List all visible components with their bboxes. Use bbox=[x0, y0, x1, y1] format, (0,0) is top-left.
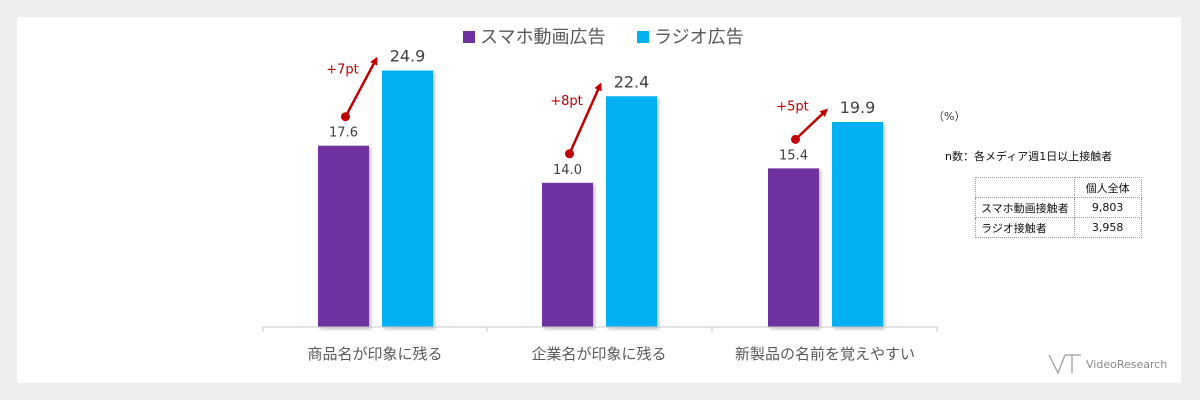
table-row-label: スマホ動画接触者 bbox=[975, 197, 1075, 218]
difference-label: +7pt bbox=[326, 63, 359, 78]
legend: スマホ動画広告 ラジオ広告 bbox=[463, 27, 744, 48]
category-label: 企業名が印象に残る bbox=[531, 345, 666, 363]
data-label: 15.4 bbox=[779, 148, 808, 163]
data-label: 22.4 bbox=[614, 72, 650, 91]
sample-size-note: n数：各メディア週1日以上接触者 bbox=[945, 150, 1113, 163]
difference-label: +5pt bbox=[776, 100, 809, 115]
logo-text: VideoResearch bbox=[1086, 357, 1168, 371]
bar bbox=[318, 145, 369, 327]
difference-arrow bbox=[794, 108, 828, 141]
video-research-logo-mark bbox=[1048, 354, 1081, 375]
category-label: 新製品の名前を覚えやすい bbox=[735, 345, 915, 363]
legend-swatch bbox=[637, 31, 649, 43]
table-row: スマホ動画接触者 9,803 bbox=[975, 197, 1142, 218]
bar bbox=[768, 168, 819, 327]
bar bbox=[382, 70, 433, 327]
bar bbox=[542, 182, 593, 327]
table-header-row: 個人全体 bbox=[975, 177, 1142, 198]
data-label: 17.6 bbox=[329, 126, 358, 141]
legend-swatch bbox=[463, 31, 475, 43]
difference-arrow bbox=[568, 82, 602, 155]
table-corner-cell bbox=[975, 177, 1075, 198]
legend-label: スマホ動画広告 bbox=[480, 27, 605, 48]
table-header-cell: 個人全体 bbox=[1073, 177, 1142, 198]
data-label: 14.0 bbox=[553, 163, 582, 178]
sample-size-table: 個人全体 スマホ動画接触者 9,803 ラジオ接触者 3,958 bbox=[975, 177, 1142, 238]
table-row: ラジオ接触者 3,958 bbox=[975, 217, 1142, 238]
difference-arrow bbox=[344, 56, 378, 118]
category-label: 商品名が印象に残る bbox=[307, 345, 442, 363]
data-label: 19.9 bbox=[840, 98, 876, 117]
table-row-value: 3,958 bbox=[1073, 217, 1142, 238]
difference-label: +8pt bbox=[550, 94, 583, 109]
bar bbox=[606, 96, 657, 327]
legend-label: ラジオ広告 bbox=[654, 27, 744, 48]
bar bbox=[832, 122, 883, 327]
unit-label: （%） bbox=[933, 110, 966, 123]
video-research-logo: VideoResearch bbox=[1048, 353, 1167, 375]
table-row-label: ラジオ接触者 bbox=[975, 217, 1075, 238]
table-row-value: 9,803 bbox=[1073, 197, 1142, 218]
data-label: 24.9 bbox=[390, 47, 426, 66]
